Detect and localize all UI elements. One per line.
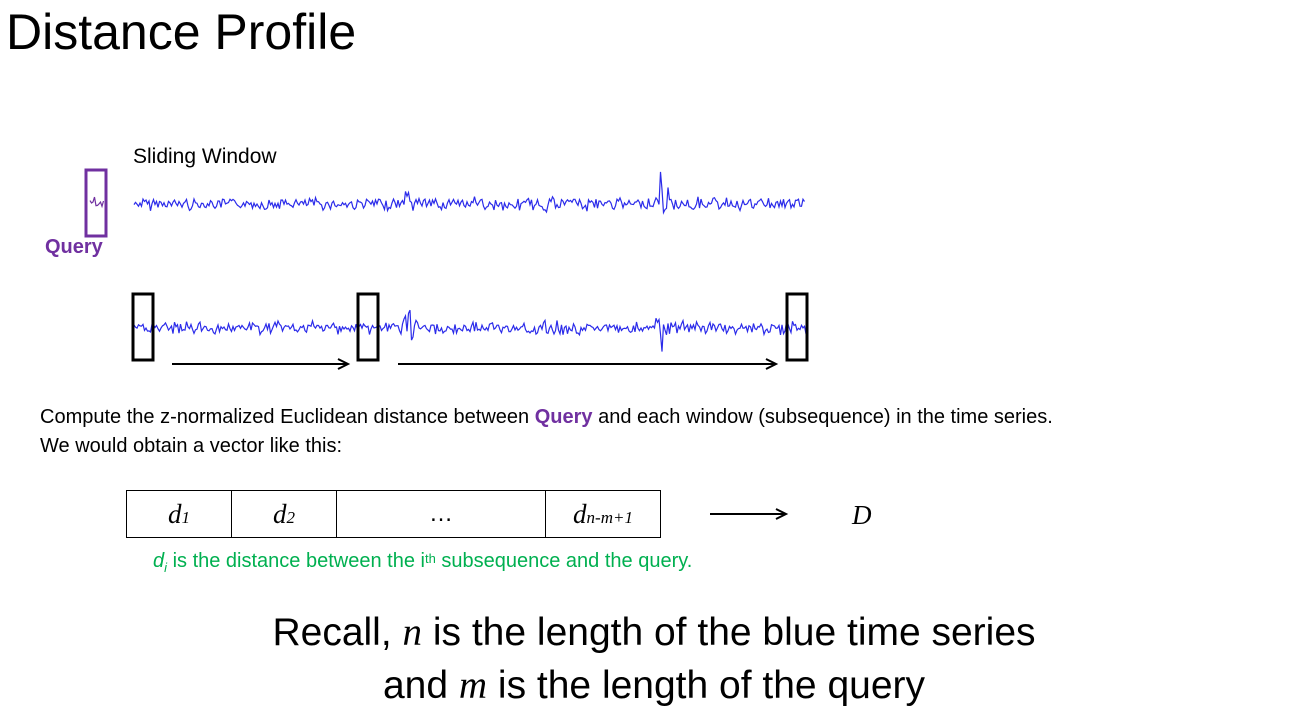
query-reference: Query	[534, 406, 593, 428]
query-label: Query	[45, 236, 103, 258]
slide-arrow-1	[172, 358, 351, 370]
recall-line-2: and m is the length of the query	[382, 664, 926, 707]
query-waveform	[89, 196, 105, 209]
time-series-windowed	[133, 309, 809, 352]
description-line-2: We would obtain a vector like this:	[40, 435, 343, 457]
query-box	[84, 168, 108, 238]
window-box-first	[131, 292, 155, 362]
slide-arrow-2	[398, 358, 779, 370]
distance-note: di is the distance between the ith subse…	[153, 550, 693, 575]
vector-cell-ellipsis: …	[337, 491, 546, 537]
recall-statement: Recall, n is the length of the blue time…	[0, 606, 1308, 712]
window-box-middle	[356, 292, 380, 362]
distance-profile-symbol: D	[852, 500, 872, 530]
window-box-last	[785, 292, 809, 362]
description: Compute the z-normalized Euclidean dista…	[40, 403, 1053, 461]
time-series-full	[133, 171, 805, 215]
slide-title: Distance Profile	[6, 4, 357, 60]
vector-cell-dnm1: d n-m+1	[573, 498, 633, 529]
recall-line-1: Recall, n is the length of the blue time…	[272, 611, 1036, 654]
vector-to-d-arrow	[710, 508, 789, 520]
description-line-1: Compute the z-normalized Euclidean dista…	[40, 406, 1053, 428]
sliding-window-label: Sliding Window	[133, 145, 277, 168]
